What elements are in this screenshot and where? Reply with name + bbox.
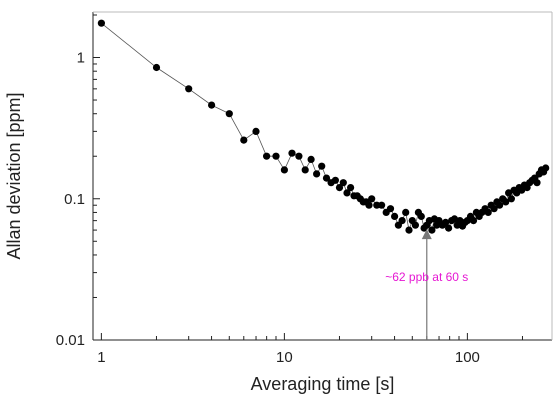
data-point [263,152,271,160]
data-point [368,195,376,203]
data-point [225,110,233,118]
data-point [405,226,413,234]
x-tick-label: 1 [97,349,105,366]
data-point [502,198,510,206]
data-point [411,221,419,229]
data-point [484,208,492,216]
data-point [450,215,459,223]
data-point [490,205,498,213]
data-point [339,179,347,187]
y-tick-label: 0.01 [56,332,85,349]
data-point [208,101,216,109]
axis-ticks: 1 10 100 0.01 0.1 1 [56,14,523,366]
series-line [101,22,547,232]
data-point [318,162,326,170]
plot-area: 1 10 100 0.01 0.1 1 ~62 ppb at 60 s [56,11,553,366]
data-point [402,208,410,216]
data-point [365,201,373,209]
data-point [533,179,541,187]
data-point [505,189,513,197]
data-point [507,195,515,203]
data-point [386,205,395,213]
data-point [391,212,399,220]
y-axis-title: Allan deviation [ppm] [4,92,24,259]
data-point [307,155,315,163]
data-point [252,127,260,135]
data-point [295,152,303,160]
data-point [280,166,288,174]
data-point [445,224,453,232]
data-point [347,184,355,192]
data-point [331,176,339,184]
annotation-arrow-head [421,229,432,240]
data-points [97,19,550,234]
data-point [469,217,478,225]
data-point [322,174,331,182]
data-point [343,189,351,197]
data-point [428,226,436,234]
x-tick-label: 10 [276,349,293,366]
data-point [240,136,248,144]
data-point [417,212,425,220]
data-point [378,201,386,209]
y-tick-label: 0.1 [64,191,85,208]
data-point [496,201,504,209]
data-point [335,184,344,192]
data-point [301,166,309,174]
data-point [442,218,450,226]
x-tick-label: 100 [455,349,480,366]
data-point [288,149,296,157]
x-axis-title: Averaging time [s] [251,374,395,394]
data-point [97,19,105,27]
data-point [152,63,161,72]
data-point [398,217,406,225]
data-point [185,85,193,93]
data-point [542,164,550,172]
data-point [272,152,280,160]
annotation-group: ~62 ppb at 60 s [385,229,468,340]
data-point [313,170,321,178]
y-tick-label: 1 [77,50,85,67]
annotation-label: ~62 ppb at 60 s [385,270,468,284]
